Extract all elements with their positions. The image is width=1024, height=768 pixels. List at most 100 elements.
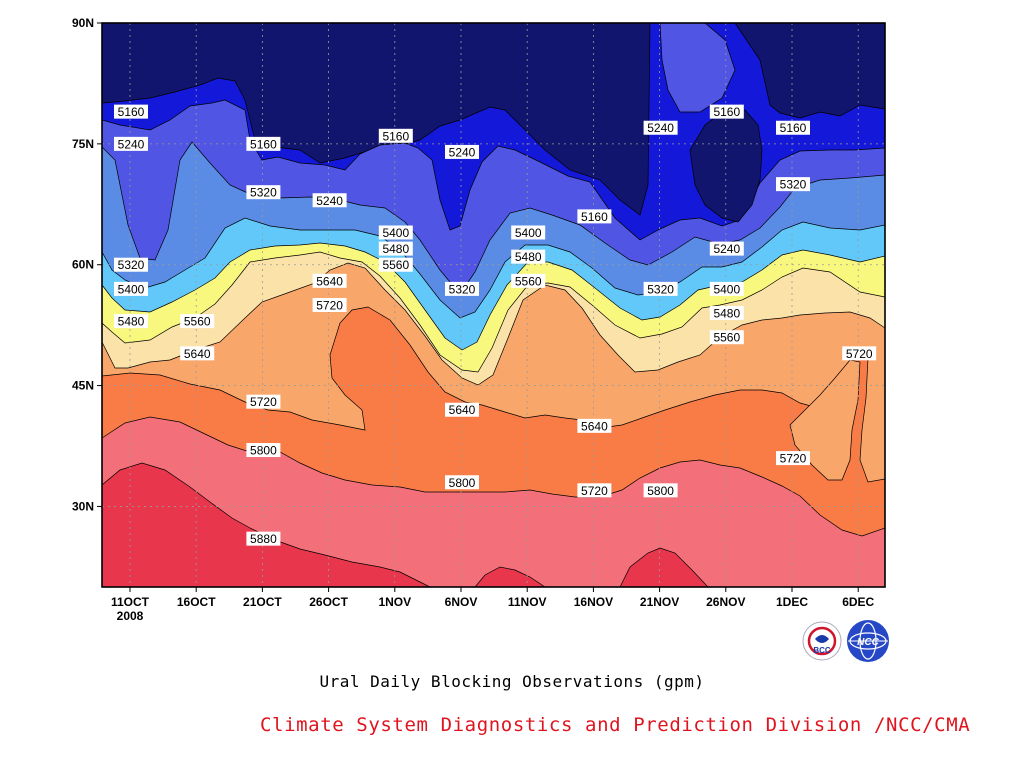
plot-area: 5160 5240 5160 5320 5240 5160 5240 5400 5480 5560… [72,16,886,623]
svg-text:5400: 5400 [118,282,145,296]
svg-text:5160: 5160 [118,105,145,119]
svg-text:5720: 5720 [846,347,873,361]
svg-text:5160: 5160 [713,105,740,119]
y-tick-label: 75N [72,137,94,151]
contour-label: 5160 [114,104,148,119]
svg-text:5560: 5560 [515,274,542,288]
contour-label: 5800 [246,443,281,458]
contour-label: 5480 [511,249,546,264]
contour-label: 5240 [312,193,347,208]
x-tick-label: 16NOV [574,595,613,609]
svg-text:5160: 5160 [250,137,277,151]
svg-text:5240: 5240 [118,137,145,151]
x-tick-label: 26OCT [309,595,348,609]
svg-text:5480: 5480 [713,307,740,321]
contour-label: 5160 [378,128,413,143]
svg-text:5320: 5320 [250,186,277,200]
bcc-logo: BCC [802,621,842,661]
svg-text:5640: 5640 [449,403,476,417]
svg-text:5400: 5400 [713,282,740,296]
contour-label: 5240 [114,136,148,151]
y-tick-label: 60N [72,258,94,272]
contour-label: 5400 [709,281,744,296]
contour-label: 5160 [776,120,810,135]
svg-text:5640: 5640 [581,419,608,433]
svg-text:NCC: NCC [857,637,879,648]
contour-label: 5400 [511,225,546,240]
y-tick-label: 45N [72,379,94,393]
contour-label: 5480 [378,241,413,256]
svg-text:5400: 5400 [515,226,542,240]
contour-label: 5320 [445,281,479,296]
svg-text:5240: 5240 [713,242,740,256]
svg-text:5480: 5480 [515,250,542,264]
contour-labels: 5160 5240 5160 5320 5240 5160 5240 5400 5480 5560… [114,104,877,546]
svg-text:5640: 5640 [184,347,211,361]
svg-text:BCC: BCC [813,646,831,655]
svg-text:5160: 5160 [780,121,807,135]
contour-label: 5560 [511,273,546,288]
x-tick-label: 26NOV [706,595,745,609]
contour-label: 5320 [643,281,678,296]
contour-label: 5560 [378,257,413,272]
svg-text:5800: 5800 [449,476,476,490]
contour-label: 5320 [114,257,148,272]
ncc-logo: NCC [847,620,889,662]
footer-credit: Climate System Diagnostics and Predictio… [260,714,971,736]
contour-label: 5560 [180,314,215,329]
contour-label: 5480 [709,306,744,321]
svg-text:5320: 5320 [118,258,145,272]
contour-label: 5800 [445,475,479,490]
svg-text:5240: 5240 [647,121,674,135]
svg-text:5720: 5720 [780,452,807,466]
contour-label: 5400 [378,225,413,240]
x-tick-label: 11OCT [111,595,150,609]
x-axis: 11OCT 16OCT 21OCT 26OCT 1NOV 6NOV 11NOV 16NOV 21… [111,587,875,623]
contour-label: 5160 [709,104,744,119]
svg-text:5400: 5400 [382,226,409,240]
x-tick-label: 21NOV [640,595,679,609]
contour-label: 5720 [776,451,810,466]
svg-text:5720: 5720 [250,395,277,409]
plot-frame [101,22,886,588]
contour-label: 5480 [114,314,148,329]
contour-label: 5880 [246,531,281,546]
x-tick-label: 1NOV [378,595,411,609]
contour-label: 5560 [709,330,744,345]
contour-label: 5720 [246,394,281,409]
band-8b [789,359,861,481]
svg-text:5720: 5720 [316,299,343,313]
svg-text:5160: 5160 [581,210,608,224]
chart-title: Ural Daily Blocking Observations (gpm) [319,672,705,691]
y-tick-label: 30N [72,499,94,513]
x-tick-label: 21OCT [243,595,282,609]
contour-label: 5720 [577,483,612,498]
x-tick-label: 1DEC [776,595,808,609]
svg-text:5320: 5320 [647,282,674,296]
svg-text:5640: 5640 [316,274,343,288]
x-tick-label: 16OCT [177,595,216,609]
contour-label: 5640 [180,346,215,361]
x-year-label: 2008 [117,609,144,623]
contour-label: 5320 [776,177,810,192]
svg-text:5320: 5320 [449,282,476,296]
svg-text:5480: 5480 [382,242,409,256]
svg-text:5480: 5480 [118,315,145,329]
contour-label: 5720 [312,298,347,313]
svg-text:5240: 5240 [449,145,476,159]
svg-text:5160: 5160 [382,129,409,143]
svg-text:5560: 5560 [184,315,211,329]
contour-label: 5640 [577,418,612,433]
y-tick-label: 90N [72,16,94,30]
contour-label: 5240 [709,241,744,256]
svg-text:5560: 5560 [713,331,740,345]
band-10c [619,547,709,587]
x-tick-label: 6DEC [842,595,874,609]
svg-text:5800: 5800 [647,484,674,498]
contour-label: 5240 [643,120,678,135]
contour-label: 5160 [246,136,281,151]
contour-label: 5400 [114,281,148,296]
x-tick-label: 6NOV [445,595,478,609]
svg-text:5320: 5320 [780,178,807,192]
